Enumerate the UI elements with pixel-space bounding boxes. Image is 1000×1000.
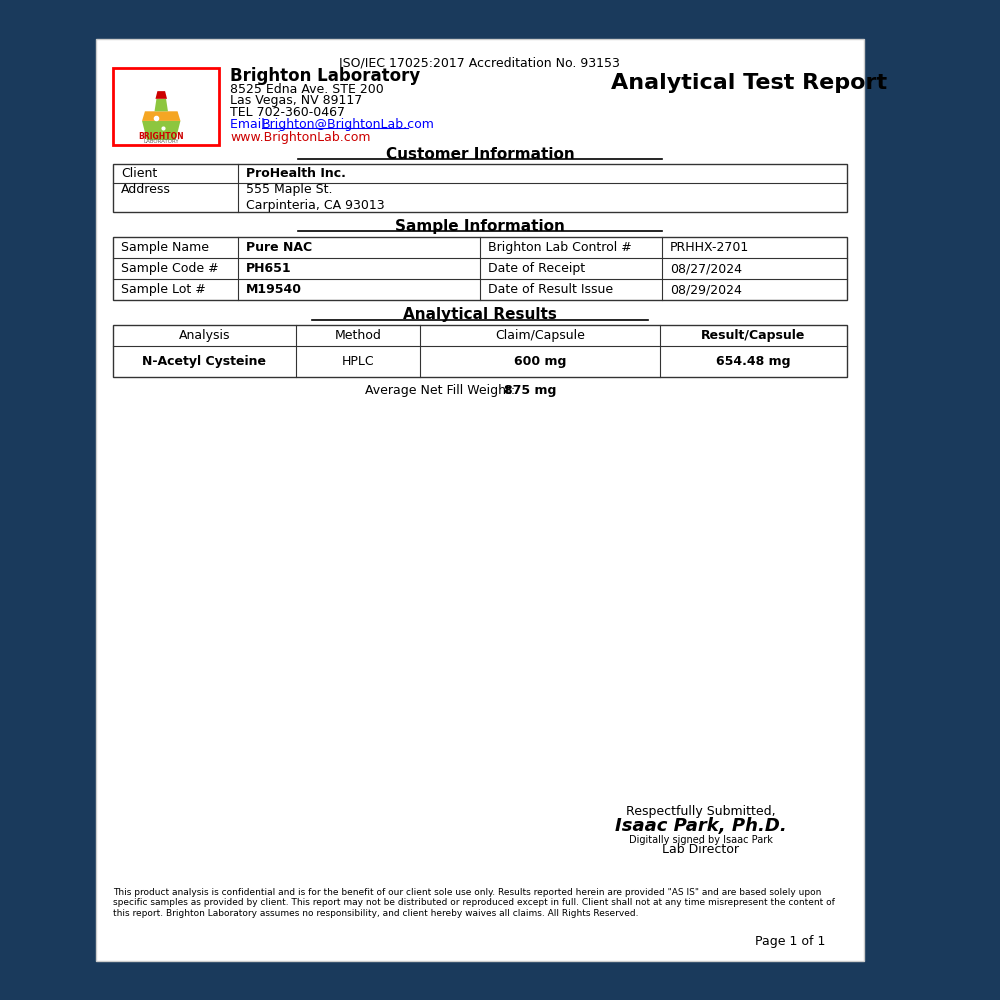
Text: specific samples as provided by client. This report may not be distributed or re: specific samples as provided by client. … (113, 898, 835, 907)
Polygon shape (155, 91, 167, 99)
Text: Analytical Test Report: Analytical Test Report (611, 73, 887, 93)
Text: Sample Lot #: Sample Lot # (121, 283, 206, 296)
Text: Analytical Results: Analytical Results (403, 307, 557, 322)
Text: Average Net Fill Weight:: Average Net Fill Weight: (365, 384, 519, 397)
Text: Sample Information: Sample Information (395, 219, 565, 234)
Text: Respectfully Submitted,: Respectfully Submitted, (626, 805, 775, 818)
Text: This product analysis is confidential and is for the benefit of our client sole : This product analysis is confidential an… (113, 888, 822, 897)
Text: this report. Brighton Laboratory assumes no responsibility, and client hereby wa: this report. Brighton Laboratory assumes… (113, 909, 639, 918)
Text: Sample Code #: Sample Code # (121, 262, 219, 275)
Text: ProHealth Inc.: ProHealth Inc. (246, 167, 346, 180)
Bar (113, 237, 847, 300)
Text: PH651: PH651 (246, 262, 291, 275)
FancyBboxPatch shape (96, 39, 864, 961)
Text: 555 Maple St.: 555 Maple St. (246, 183, 332, 196)
Polygon shape (142, 121, 180, 140)
Polygon shape (142, 111, 180, 121)
Text: Lab Director: Lab Director (662, 843, 739, 856)
Text: LABORATORY: LABORATORY (143, 139, 179, 144)
Text: Page 1 of 1: Page 1 of 1 (755, 935, 825, 948)
Text: N-Acetyl Cysteine: N-Acetyl Cysteine (142, 355, 266, 368)
Text: 654.48 mg: 654.48 mg (716, 355, 791, 368)
Text: Date of Receipt: Date of Receipt (488, 262, 585, 275)
Bar (113, 164, 847, 212)
Text: Brighton Lab Control #: Brighton Lab Control # (488, 241, 631, 254)
Text: Pure NAC: Pure NAC (246, 241, 312, 254)
Text: Carpinteria, CA 93013: Carpinteria, CA 93013 (246, 199, 384, 212)
Text: 8525 Edna Ave. STE 200: 8525 Edna Ave. STE 200 (230, 83, 384, 96)
Text: BRIGHTON: BRIGHTON (138, 132, 184, 141)
Text: Customer Information: Customer Information (386, 147, 574, 162)
Text: Method: Method (335, 329, 381, 342)
Text: HPLC: HPLC (342, 355, 374, 368)
Polygon shape (155, 99, 168, 111)
Text: Analysis: Analysis (179, 329, 230, 342)
Text: PRHHX-2701: PRHHX-2701 (670, 241, 749, 254)
Text: Result/Capsule: Result/Capsule (701, 329, 806, 342)
Bar (113, 325, 847, 377)
Text: TEL 702-360-0467: TEL 702-360-0467 (230, 106, 345, 119)
Bar (113, 68, 219, 145)
Text: ISO/IEC 17025:2017 Accreditation No. 93153: ISO/IEC 17025:2017 Accreditation No. 931… (339, 57, 620, 70)
Text: Date of Result Issue: Date of Result Issue (488, 283, 613, 296)
Text: Isaac Park, Ph.D.: Isaac Park, Ph.D. (615, 817, 787, 835)
Text: Las Vegas, NV 89117: Las Vegas, NV 89117 (230, 94, 363, 107)
Text: Address: Address (121, 183, 171, 196)
Text: Client: Client (121, 167, 157, 180)
Text: Email:: Email: (230, 118, 273, 131)
Text: 875 mg: 875 mg (504, 384, 556, 397)
Text: Claim/Capsule: Claim/Capsule (495, 329, 585, 342)
Text: www.BrightonLab.com: www.BrightonLab.com (230, 131, 371, 144)
Text: Brighton@BrightonLab.com: Brighton@BrightonLab.com (262, 118, 435, 131)
Text: 08/29/2024: 08/29/2024 (670, 283, 742, 296)
Text: 600 mg: 600 mg (514, 355, 567, 368)
Text: M19540: M19540 (246, 283, 302, 296)
Text: Brighton Laboratory: Brighton Laboratory (230, 67, 421, 85)
Text: Sample Name: Sample Name (121, 241, 209, 254)
Text: 08/27/2024: 08/27/2024 (670, 262, 742, 275)
Text: Digitally signed by Isaac Park: Digitally signed by Isaac Park (629, 835, 773, 845)
